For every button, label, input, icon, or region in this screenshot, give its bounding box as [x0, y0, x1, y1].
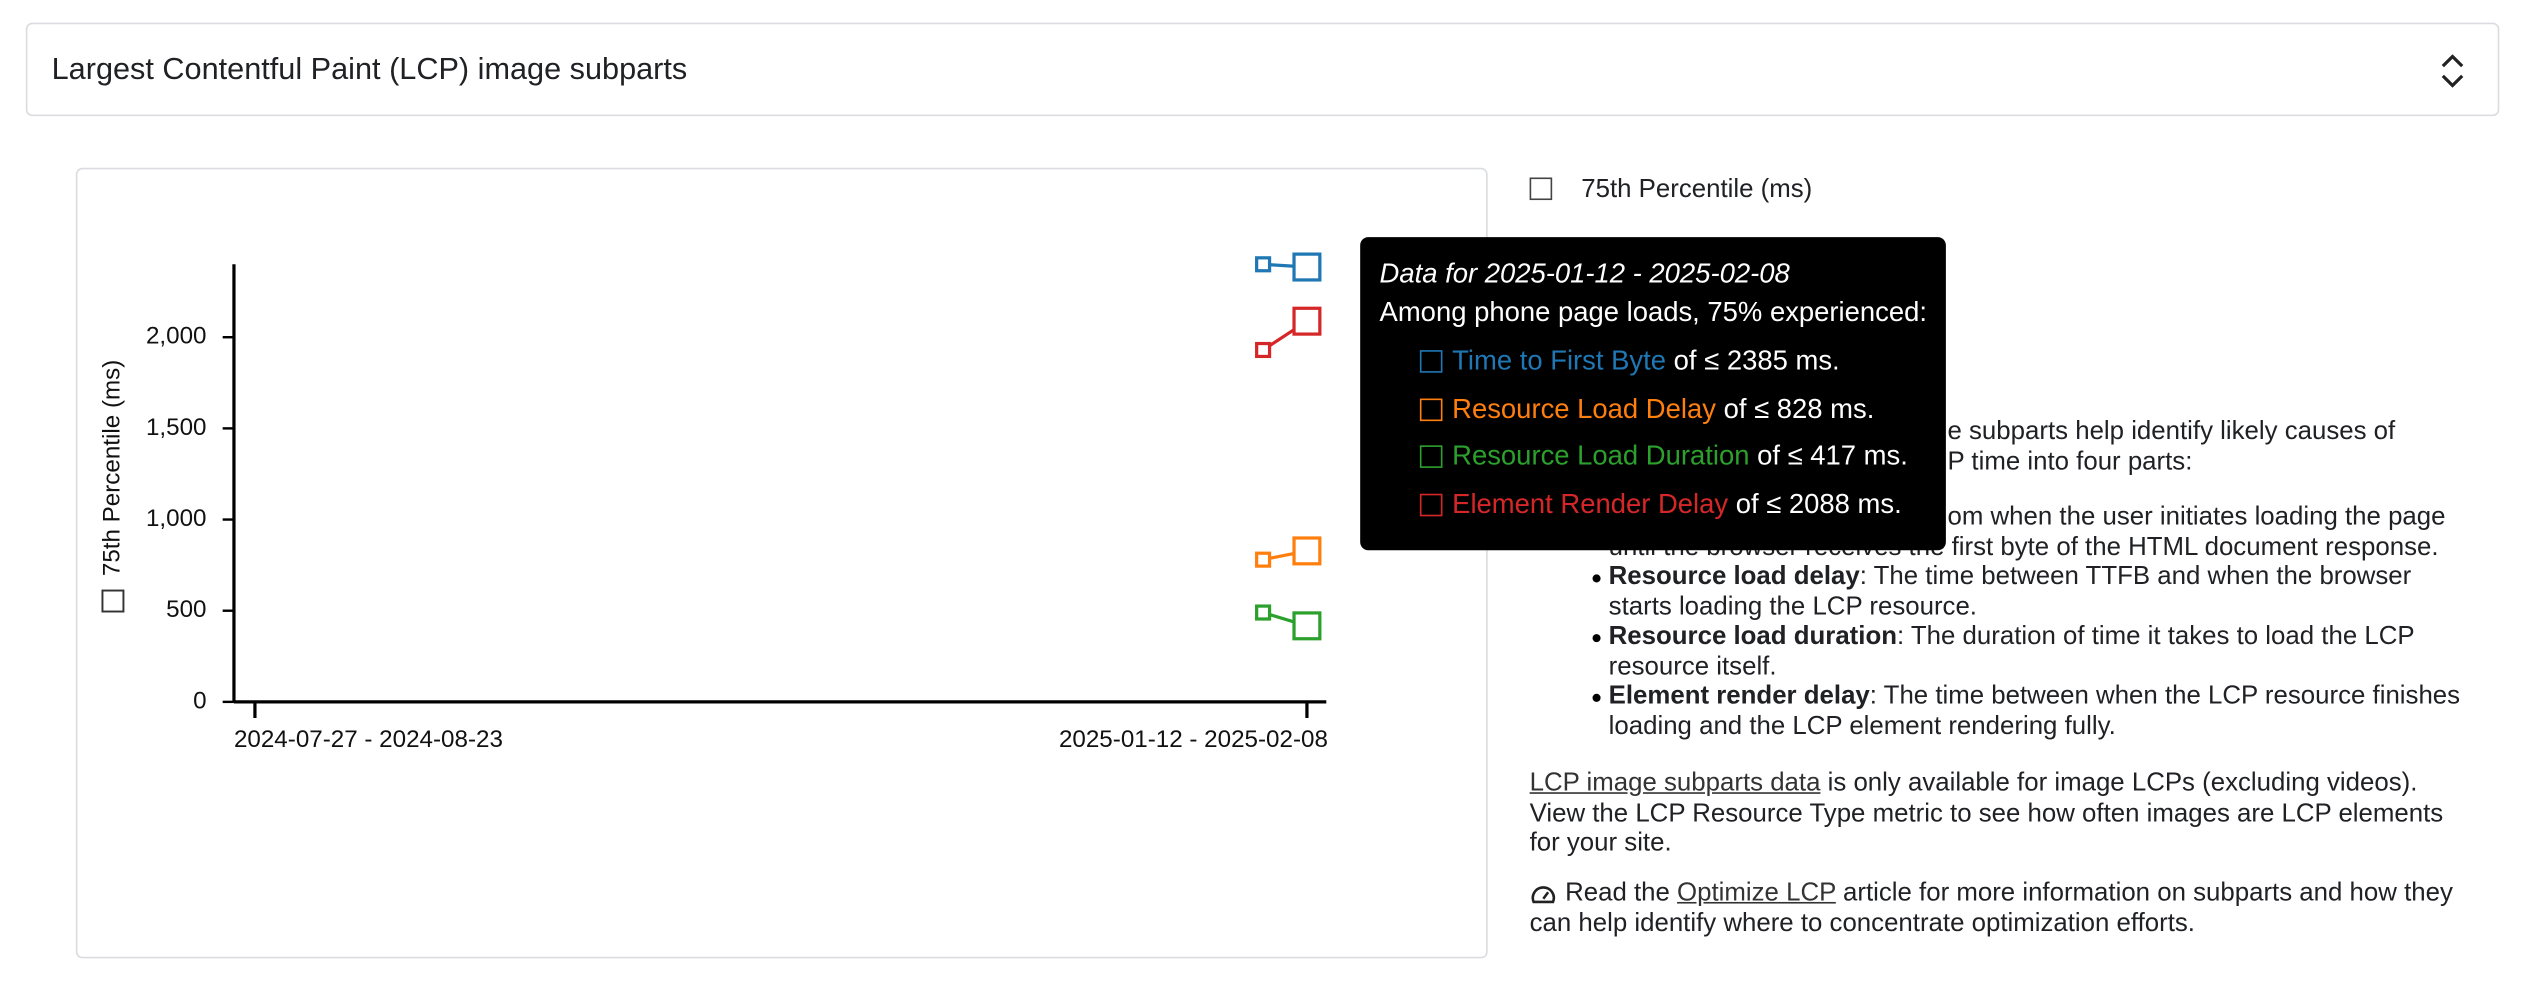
legend-label: Element Render Delay [1452, 489, 1729, 520]
bullet-term: Element render delay [1608, 682, 1870, 710]
metric-toggle[interactable]: 75th Percentile (ms) [1581, 175, 1813, 204]
tip-text: article for more information on subparts… [1529, 879, 2453, 937]
y-tick-label: 1,000 [146, 505, 207, 532]
legend-label: Resource Load Delay [1452, 393, 1716, 424]
legend-swatch [1419, 398, 1443, 421]
legend-swatch [1419, 493, 1443, 517]
bullet-term: Resource load duration [1608, 622, 1897, 651]
section-header[interactable]: Largest Contentful Paint (LCP) image sub… [25, 22, 2500, 117]
legend-swatch [1419, 445, 1443, 469]
checkbox [101, 589, 125, 613]
description-fragment: e subparts help identify likely causes o… [1947, 417, 2396, 446]
tooltip-item: Resource Load Duration of ≤ 417 ms. [1419, 441, 1908, 473]
description-fragment: om when the user initiates loading the p… [1947, 503, 2446, 531]
y-axis-title: 75th Percentile (ms) [98, 360, 125, 613]
y-tick-label: 1,500 [146, 414, 207, 441]
data-point [1292, 536, 1322, 566]
data-point [1292, 252, 1322, 282]
data-point [1255, 341, 1272, 359]
link[interactable]: LCP image subparts data [1529, 769, 1821, 798]
x-tick-label: 2024-07-27 - 2024-08-23 [234, 726, 503, 753]
y-axis-title-text: 75th Percentile (ms) [98, 360, 125, 576]
tooltip-value: of ≤ 2385 ms. [1673, 345, 1840, 376]
tip-prefix: Read the [1565, 879, 1678, 907]
y-tick-label: 500 [166, 596, 206, 623]
data-point [1255, 604, 1272, 621]
bullet-text: : The duration of time it takes to load … [1608, 622, 2415, 681]
tooltip-item: Element Render Delay of ≤ 2088 ms. [1419, 489, 1902, 521]
x-tick-label: 2025-01-12 - 2025-02-08 [1059, 726, 1328, 753]
tooltip-title: Data for 2025-01-12 - 2025-02-08 [1379, 258, 1790, 289]
section-title: Largest Contentful Paint (LCP) image sub… [51, 53, 688, 88]
note: LCP image subparts data is only availabl… [1530, 770, 2458, 860]
legend-swatch [1419, 350, 1443, 373]
gauge-icon [1531, 886, 1556, 904]
description-fragment: P time into four parts: [1947, 448, 2193, 476]
y-tick-label: 0 [193, 687, 206, 714]
data-point [1255, 551, 1272, 568]
data-point [1255, 256, 1272, 273]
data-point [1292, 611, 1322, 641]
bullet-text: : The time between TTFB and when the bro… [1608, 563, 2412, 621]
bullet-text: : The time between when the LCP resource… [1608, 682, 2461, 740]
tooltip-value: of ≤ 417 ms. [1757, 441, 1908, 472]
bullet-term: Resource load delay [1608, 563, 1860, 591]
bullet: Resource load delay: The time between TT… [1592, 563, 2464, 623]
bullet-list: Resource load delay: The time between TT… [1592, 563, 2464, 743]
chart-card [75, 167, 1488, 959]
checkbox[interactable] [1529, 177, 1553, 201]
bullet: Resource load duration: The duration of … [1592, 622, 2464, 683]
tooltip-item: Resource Load Delay of ≤ 828 ms. [1419, 393, 1875, 425]
y-tick-label: 2,000 [146, 323, 207, 350]
tooltip-value: of ≤ 828 ms. [1723, 393, 1875, 424]
legend-label: Time to First Byte [1452, 345, 1667, 376]
bullet: Element render delay: The time between w… [1592, 682, 2464, 743]
legend-label: Resource Load Duration [1452, 441, 1750, 472]
tooltip: Data for 2025-01-12 - 2025-02-08 Among p… [1360, 237, 1946, 551]
tip: Read the Optimize LCP article for more i… [1530, 879, 2458, 939]
data-point [1292, 306, 1322, 336]
note-text: is only available for image LCPs (exclud… [1529, 769, 2444, 857]
tooltip-value: of ≤ 2088 ms. [1735, 489, 1902, 520]
link[interactable]: Optimize LCP [1677, 879, 1836, 907]
chart: 0 500 1,000 1,500 2,000 2024-07-27 - 2024-08-… [98, 252, 1328, 753]
tooltip-intro: Among phone page loads, 75% experienced: [1379, 296, 1928, 328]
expand-icon [2441, 54, 2464, 88]
tooltip-item: Time to First Byte of ≤ 2385 ms. [1419, 345, 1840, 377]
